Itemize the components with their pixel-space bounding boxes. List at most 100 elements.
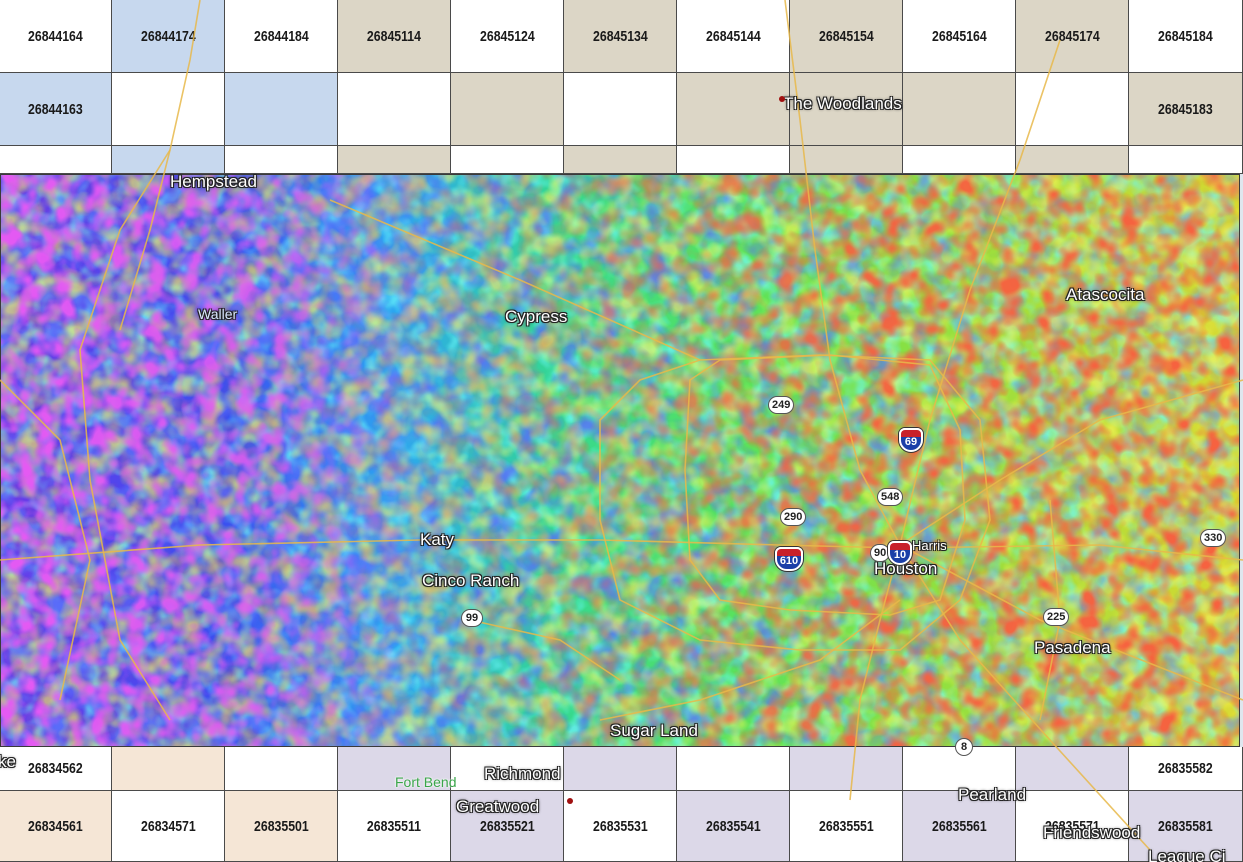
tile-cell[interactable] xyxy=(338,73,451,146)
tile-cell[interactable] xyxy=(564,146,677,174)
tile-cell-label: 26845114 xyxy=(366,27,422,45)
interstate-shield-69: 69 xyxy=(899,428,923,452)
tile-cell-label: 26835561 xyxy=(931,817,987,835)
tile-cell-label: 26844163 xyxy=(28,100,83,118)
tile-cell-label: 26834571 xyxy=(140,817,196,835)
tile-grid-row-3 xyxy=(0,146,1243,174)
interstate-69-label: 69 xyxy=(904,436,918,448)
tile-cell[interactable] xyxy=(1016,747,1129,791)
tile-cell[interactable] xyxy=(0,146,112,174)
tile-cell-label: 26835551 xyxy=(818,817,874,835)
tile-cell[interactable] xyxy=(112,747,225,791)
tile-cell[interactable] xyxy=(451,146,564,174)
city-marker xyxy=(567,798,573,804)
place-label-hempstead: Hempstead xyxy=(170,172,257,191)
tile-cell-label: 26844174 xyxy=(140,27,196,45)
tile-cell[interactable] xyxy=(790,146,903,174)
tile-cell-label: 26834561 xyxy=(28,817,83,835)
tile-cell-label: 26834562 xyxy=(28,760,83,777)
tile-cell[interactable]: 26834562 xyxy=(0,747,112,791)
place-label-richmond: Richmond xyxy=(484,764,561,783)
place-label-friendswood: Friendswood xyxy=(1043,823,1141,842)
tile-cell[interactable] xyxy=(677,73,790,146)
route-shield-249: 249 xyxy=(768,396,795,414)
tile-cell[interactable]: 26834561 xyxy=(0,791,112,862)
place-label-league-city: League Ci xyxy=(1148,847,1226,862)
place-label-sugar-land: Sugar Land xyxy=(610,721,698,740)
tile-cell[interactable]: 26845124 xyxy=(451,0,564,73)
place-label-cinco-ranch: Cinco Ranch xyxy=(422,571,520,590)
tile-cell[interactable]: 26845154 xyxy=(790,0,903,73)
place-label-houston: Houston xyxy=(874,559,938,578)
tile-cell[interactable]: 26844163 xyxy=(0,73,112,146)
tile-cell[interactable] xyxy=(903,73,1016,146)
tile-cell[interactable]: 26844174 xyxy=(112,0,225,73)
tile-cell[interactable]: 26835531 xyxy=(564,791,677,862)
tile-grid-row-2: 26844163 26845183 xyxy=(0,73,1243,146)
tile-cell[interactable]: 26845134 xyxy=(564,0,677,73)
place-label-atascocita: Atascocita xyxy=(1066,285,1145,304)
tile-cell[interactable] xyxy=(1016,146,1129,174)
tile-cell[interactable]: 26845114 xyxy=(338,0,451,73)
tile-cell[interactable]: 26844184 xyxy=(225,0,338,73)
interstate-shield-10: 10 xyxy=(888,541,912,565)
tile-cell[interactable]: 26845174 xyxy=(1016,0,1129,73)
place-label-the-woodlands: The Woodlands xyxy=(783,94,902,113)
tile-cell-label: 26845144 xyxy=(705,27,761,45)
tile-cell[interactable] xyxy=(338,747,451,791)
tile-cell[interactable]: 26845183 xyxy=(1129,73,1243,146)
tile-cell-label: 26835501 xyxy=(253,817,309,835)
tile-cell-label: 26845134 xyxy=(592,27,648,45)
route-shield-548: 548 xyxy=(877,488,904,506)
tile-cell[interactable] xyxy=(112,73,225,146)
tile-cell[interactable]: 26835541 xyxy=(677,791,790,862)
place-label-fort-bend: Fort Bend xyxy=(395,774,457,790)
tile-cell[interactable] xyxy=(790,747,903,791)
tile-cell[interactable]: 26835511 xyxy=(338,791,451,862)
tile-cell[interactable] xyxy=(225,747,338,791)
place-label-pasadena: Pasadena xyxy=(1034,638,1111,657)
tile-cell[interactable]: 26845144 xyxy=(677,0,790,73)
tile-cell[interactable] xyxy=(564,747,677,791)
place-label-greatwood: Greatwood xyxy=(456,797,540,816)
tile-cell[interactable] xyxy=(451,747,564,791)
tile-cell[interactable]: 26835501 xyxy=(225,791,338,862)
tile-cell[interactable]: 26835521 xyxy=(451,791,564,862)
route-shield-99: 99 xyxy=(461,609,483,627)
tile-cell[interactable] xyxy=(677,747,790,791)
tile-cell[interactable] xyxy=(903,146,1016,174)
place-label-katy: Katy xyxy=(420,530,455,549)
place-label-waller: Waller xyxy=(198,306,238,322)
route-shield-330: 330 xyxy=(1200,529,1227,547)
tile-cell[interactable] xyxy=(1129,146,1243,174)
tile-cell[interactable]: 26845184 xyxy=(1129,0,1243,73)
tile-cell-label: 26844184 xyxy=(253,27,309,45)
interstate-10-label: 10 xyxy=(893,549,907,561)
tile-cell[interactable]: 26835582 xyxy=(1129,747,1243,791)
tile-grid-row-4: 26834562 26835582 xyxy=(0,747,1243,791)
tile-cell[interactable] xyxy=(451,73,564,146)
tile-cell[interactable]: 26835551 xyxy=(790,791,903,862)
place-label-partial: ke xyxy=(0,752,16,771)
tile-cell[interactable] xyxy=(1016,73,1129,146)
tile-cell-label: 26845183 xyxy=(1158,100,1213,118)
raster-overlay[interactable] xyxy=(0,174,1240,747)
tile-cell[interactable]: 26844164 xyxy=(0,0,112,73)
tile-cell[interactable] xyxy=(564,73,677,146)
tile-cell[interactable] xyxy=(225,146,338,174)
tile-cell[interactable] xyxy=(338,146,451,174)
interstate-shield-610: 610 xyxy=(775,547,803,571)
tile-cell-label: 26844164 xyxy=(28,27,83,45)
route-shield-290: 290 xyxy=(780,508,807,526)
tile-cell-label: 26835582 xyxy=(1158,760,1213,777)
tile-cell[interactable] xyxy=(225,73,338,146)
tile-cell[interactable] xyxy=(677,146,790,174)
tile-cell[interactable]: 26834571 xyxy=(112,791,225,862)
place-label-pearland: Pearland xyxy=(958,785,1027,804)
tile-cell-label: 26835541 xyxy=(705,817,761,835)
tile-cell[interactable] xyxy=(112,146,225,174)
place-label-harris: Harris xyxy=(912,538,947,553)
tile-cell[interactable]: 26845164 xyxy=(903,0,1016,73)
tile-cell-label: 26845184 xyxy=(1158,27,1213,45)
